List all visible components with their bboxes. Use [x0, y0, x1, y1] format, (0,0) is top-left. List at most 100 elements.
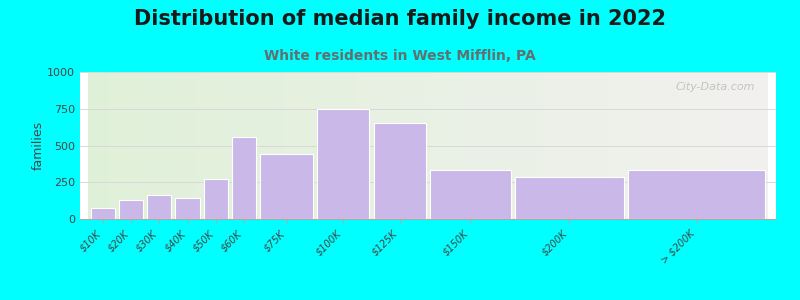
Bar	[309, 72, 313, 219]
Bar	[384, 72, 387, 219]
Bar	[130, 72, 133, 219]
Bar	[299, 72, 302, 219]
Bar	[146, 72, 150, 219]
Bar	[598, 72, 601, 219]
Bar	[515, 177, 624, 219]
Bar	[269, 72, 272, 219]
Bar	[422, 72, 425, 219]
Bar	[302, 72, 306, 219]
Bar	[587, 72, 591, 219]
Bar	[537, 72, 540, 219]
Bar	[693, 72, 696, 219]
Bar	[649, 72, 652, 219]
Text: City-Data.com: City-Data.com	[676, 82, 755, 92]
Bar	[336, 72, 340, 219]
Bar	[317, 110, 370, 219]
Bar	[564, 72, 567, 219]
Bar	[475, 72, 479, 219]
Bar	[666, 72, 669, 219]
Bar	[143, 72, 146, 219]
Bar	[547, 72, 550, 219]
Bar	[350, 72, 354, 219]
Bar	[430, 170, 510, 219]
Bar	[343, 72, 346, 219]
Bar	[445, 72, 448, 219]
Bar	[690, 72, 693, 219]
Bar	[479, 72, 482, 219]
Bar	[194, 72, 197, 219]
Bar	[204, 72, 207, 219]
Bar	[642, 72, 646, 219]
Bar	[245, 72, 248, 219]
Bar	[306, 72, 309, 219]
Bar	[210, 72, 214, 219]
Bar	[673, 72, 676, 219]
Bar	[493, 72, 496, 219]
Bar	[197, 72, 201, 219]
Bar	[561, 72, 564, 219]
Bar	[170, 72, 174, 219]
Bar	[506, 72, 510, 219]
Bar	[418, 72, 422, 219]
Bar	[122, 72, 126, 219]
Bar	[174, 72, 177, 219]
Bar	[322, 72, 326, 219]
Bar	[177, 72, 180, 219]
Bar	[655, 72, 659, 219]
Bar	[374, 72, 377, 219]
Bar	[292, 72, 295, 219]
Bar	[625, 72, 628, 219]
Bar	[116, 72, 119, 219]
Text: Distribution of median family income in 2022: Distribution of median family income in …	[134, 9, 666, 29]
Bar	[232, 137, 256, 219]
Bar	[242, 72, 245, 219]
Bar	[119, 72, 122, 219]
Bar	[550, 72, 554, 219]
Bar	[452, 72, 455, 219]
Bar	[513, 72, 516, 219]
Bar	[734, 72, 737, 219]
Bar	[214, 72, 218, 219]
Bar	[489, 72, 493, 219]
Bar	[313, 72, 316, 219]
Bar	[662, 72, 666, 219]
Bar	[346, 72, 350, 219]
Bar	[166, 72, 170, 219]
Bar	[720, 72, 723, 219]
Bar	[175, 198, 199, 219]
Bar	[163, 72, 166, 219]
Bar	[106, 72, 109, 219]
Bar	[228, 72, 231, 219]
Bar	[319, 72, 322, 219]
Bar	[635, 72, 638, 219]
Bar	[754, 72, 758, 219]
Bar	[744, 72, 747, 219]
Bar	[646, 72, 649, 219]
Bar	[632, 72, 635, 219]
Bar	[703, 72, 706, 219]
Bar	[136, 72, 139, 219]
Bar	[676, 72, 679, 219]
Bar	[700, 72, 703, 219]
Bar	[578, 72, 581, 219]
Bar	[377, 72, 381, 219]
Bar	[764, 72, 767, 219]
Bar	[726, 72, 730, 219]
Bar	[102, 72, 106, 219]
Bar	[730, 72, 734, 219]
Bar	[434, 72, 438, 219]
Bar	[622, 72, 625, 219]
Bar	[679, 72, 682, 219]
Bar	[262, 72, 265, 219]
Bar	[156, 72, 160, 219]
Bar	[330, 72, 333, 219]
Bar	[316, 72, 319, 219]
Bar	[408, 72, 411, 219]
Bar	[326, 72, 330, 219]
Bar	[272, 72, 275, 219]
Bar	[496, 72, 499, 219]
Bar	[723, 72, 726, 219]
Bar	[112, 72, 116, 219]
Bar	[669, 72, 673, 219]
Bar	[119, 200, 143, 219]
